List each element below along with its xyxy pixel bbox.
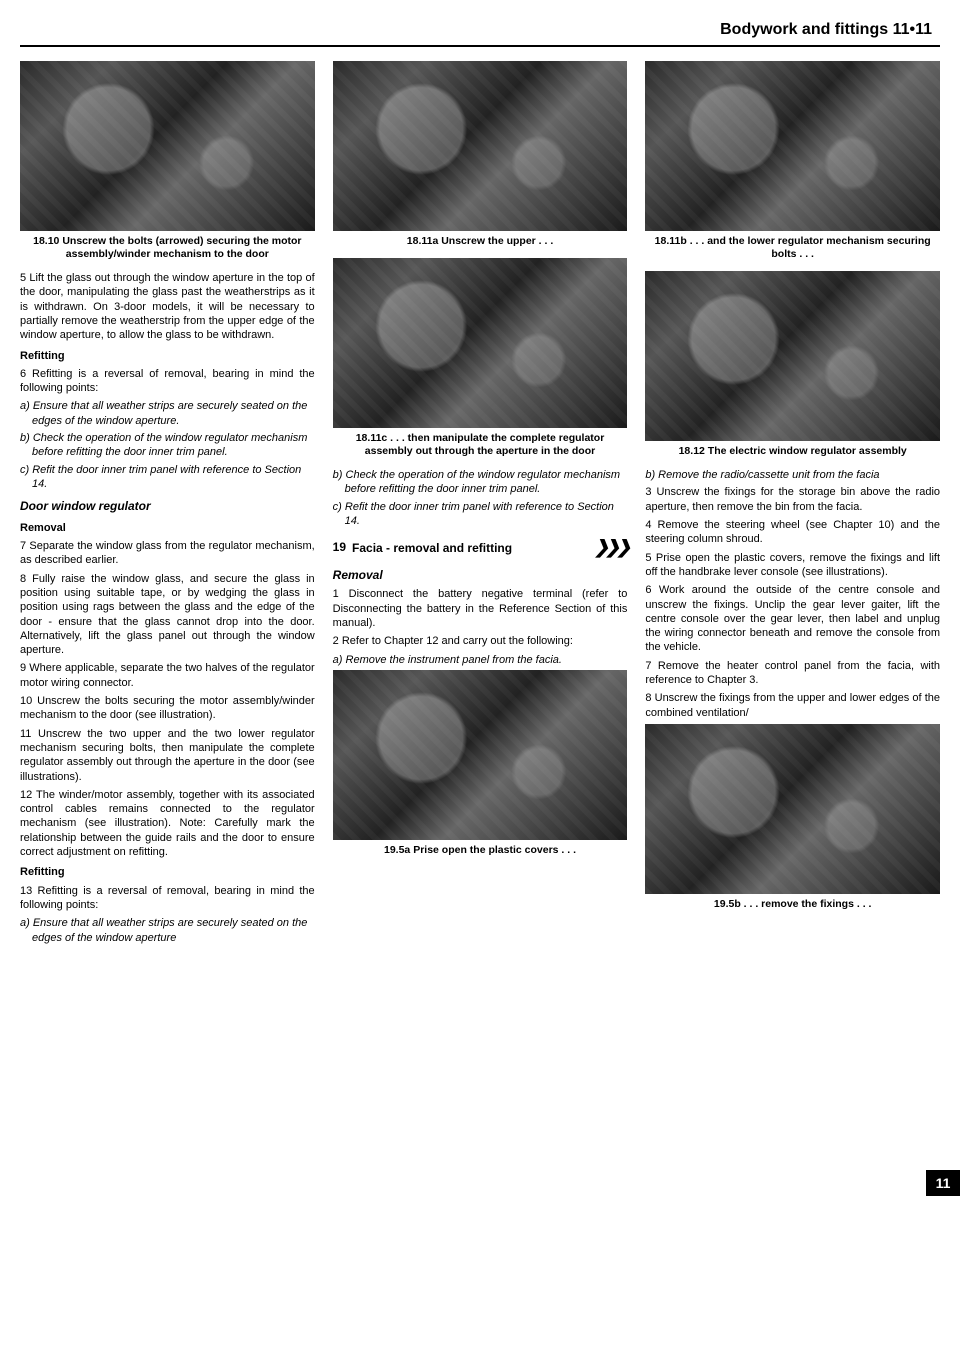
para-13-intro: 13 Refitting is a reversal of removal, b… xyxy=(20,884,315,913)
caption-18-11b: 18.11b . . . and the lower regulator mec… xyxy=(645,235,940,261)
figure-18-10 xyxy=(20,61,315,231)
figure-18-11a xyxy=(333,61,628,231)
para-19-2b: b) Remove the radio/cassette unit from t… xyxy=(645,468,940,482)
para-19-2a: a) Remove the instrument panel from the … xyxy=(333,653,628,667)
caption-18-11a: 18.11a Unscrew the upper . . . xyxy=(333,235,628,248)
para-6-intro: 6 Refitting is a reversal of removal, be… xyxy=(20,367,315,396)
para-19-7: 7 Remove the heater control panel from t… xyxy=(645,659,940,688)
caption-19-5b: 19.5b . . . remove the fixings . . . xyxy=(645,898,940,911)
para-19-6: 6 Work around the outside of the centre … xyxy=(645,583,940,654)
figure-18-11b xyxy=(645,61,940,231)
para-8: 8 Fully raise the window glass, and secu… xyxy=(20,572,315,658)
para-6c: c) Refit the door inner trim panel with … xyxy=(20,463,315,492)
figure-18-12 xyxy=(645,271,940,441)
para-19-1: 1 Disconnect the battery negative termin… xyxy=(333,587,628,630)
column-2: 18.11a Unscrew the upper . . . 18.11c . … xyxy=(333,61,628,948)
caption-18-12: 18.12 The electric window regulator asse… xyxy=(645,445,940,458)
chapter-tab: 11 xyxy=(926,1170,960,1196)
para-13a: a) Ensure that all weather strips are se… xyxy=(20,916,315,945)
page-title: Bodywork and fittings 11•11 xyxy=(20,20,940,41)
column-1: 18.10 Unscrew the bolts (arrowed) securi… xyxy=(20,61,315,948)
para-6b: b) Check the operation of the window reg… xyxy=(20,431,315,460)
caption-18-10: 18.10 Unscrew the bolts (arrowed) securi… xyxy=(20,235,315,261)
para-13b: b) Check the operation of the window reg… xyxy=(333,468,628,497)
para-7: 7 Separate the window glass from the reg… xyxy=(20,539,315,568)
para-6a: a) Ensure that all weather strips are se… xyxy=(20,399,315,428)
content-columns: 18.10 Unscrew the bolts (arrowed) securi… xyxy=(20,61,940,948)
difficulty-icon: ❯❯❯ xyxy=(594,536,627,559)
refitting-head-1: Refitting xyxy=(20,349,315,363)
caption-18-11c: 18.11c . . . then manipulate the complet… xyxy=(333,432,628,458)
figure-18-11c xyxy=(333,258,628,428)
para-9: 9 Where applicable, separate the two hal… xyxy=(20,661,315,690)
figure-19-5a xyxy=(333,670,628,840)
figure-19-5b xyxy=(645,724,940,894)
para-11: 11 Unscrew the two upper and the two low… xyxy=(20,727,315,784)
section-19-title: Facia - removal and refitting xyxy=(352,541,594,555)
header-divider xyxy=(20,45,940,47)
para-12: 12 The winder/motor assembly, together w… xyxy=(20,788,315,859)
section-19-number: 19 xyxy=(333,540,346,556)
para-19-3: 3 Unscrew the fixings for the storage bi… xyxy=(645,485,940,514)
para-19-8: 8 Unscrew the fixings from the upper and… xyxy=(645,691,940,720)
removal-head-1: Removal xyxy=(20,521,315,535)
door-window-regulator-head: Door window regulator xyxy=(20,499,315,515)
para-10: 10 Unscrew the bolts securing the motor … xyxy=(20,694,315,723)
refitting-head-2: Refitting xyxy=(20,865,315,879)
removal-head-2: Removal xyxy=(333,568,628,584)
para-13c: c) Refit the door inner trim panel with … xyxy=(333,500,628,529)
caption-19-5a: 19.5a Prise open the plastic covers . . … xyxy=(333,844,628,857)
column-3: 18.11b . . . and the lower regulator mec… xyxy=(645,61,940,948)
section-19-header: 19 Facia - removal and refitting ❯❯❯ xyxy=(333,536,628,559)
para-5: 5 Lift the glass out through the window … xyxy=(20,271,315,342)
para-19-2: 2 Refer to Chapter 12 and carry out the … xyxy=(333,634,628,648)
para-19-5: 5 Prise open the plastic covers, remove … xyxy=(645,551,940,580)
para-19-4: 4 Remove the steering wheel (see Chapter… xyxy=(645,518,940,547)
